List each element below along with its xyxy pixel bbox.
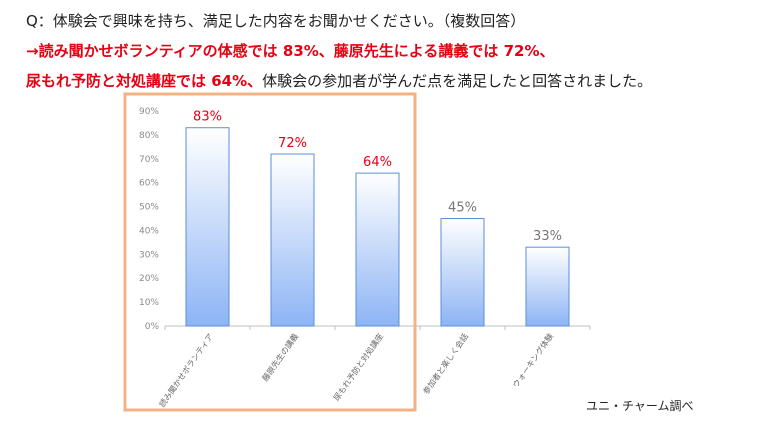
y-tick-label: 10% (139, 298, 159, 308)
answer-arrow: → (26, 42, 39, 60)
data-label-1: 83% (193, 110, 222, 125)
bar-4 (440, 218, 485, 327)
data-label-5: 33% (533, 229, 562, 244)
answer-line-2: 尿もれ予防と対処講座では 64%、体験会の参加者が学んだ点を満足したと回答されま… (26, 70, 652, 91)
answer-line-1: →読み聞かせボランティアの体感では 83%、藤原先生による講義では 72%、 (26, 40, 554, 61)
source-credit: ユニ・チャーム調べ (586, 399, 694, 413)
y-tick-label: 90% (139, 107, 159, 117)
highlight-frame (123, 92, 417, 412)
category-label-3: 尿もれ予防と対処講座 (331, 331, 385, 402)
bar-1 (185, 127, 230, 327)
question-text: Q：体験会で興味を持ち、満足した内容をお聞かせください。（複数回答） (26, 12, 526, 30)
bar-2 (270, 153, 315, 327)
y-tick-label: 80% (139, 131, 159, 141)
y-tick-label: 30% (139, 250, 159, 260)
bar-3 (355, 172, 400, 327)
y-tick-label: 0% (145, 322, 160, 332)
category-label-5: ウォーキング体験 (510, 331, 555, 389)
category-label-2: 藤原先生の講義 (260, 331, 300, 383)
category-label-4: 参加者と楽しく会話 (421, 331, 470, 396)
y-tick-label: 40% (139, 226, 159, 236)
y-tick-label: 60% (139, 179, 159, 189)
answer-part-2-red: 尿もれ予防と対処講座では 64%、 (26, 72, 263, 90)
data-label-3: 64% (363, 155, 392, 170)
data-label-4: 45% (448, 201, 477, 216)
y-tick-label: 50% (139, 203, 159, 213)
category-label-1: 読み聞かせボランティア (157, 331, 215, 408)
bar-5 (525, 246, 570, 327)
answer-part-2-black: 体験会の参加者が学んだ点を満足したと回答されました。 (262, 72, 653, 90)
y-tick-label: 20% (139, 274, 159, 284)
y-tick-label: 70% (139, 155, 159, 165)
data-label-2: 72% (278, 136, 307, 151)
answer-part-1: 読み聞かせボランティアの体感では 83%、藤原先生による講義では 72%、 (38, 42, 555, 60)
